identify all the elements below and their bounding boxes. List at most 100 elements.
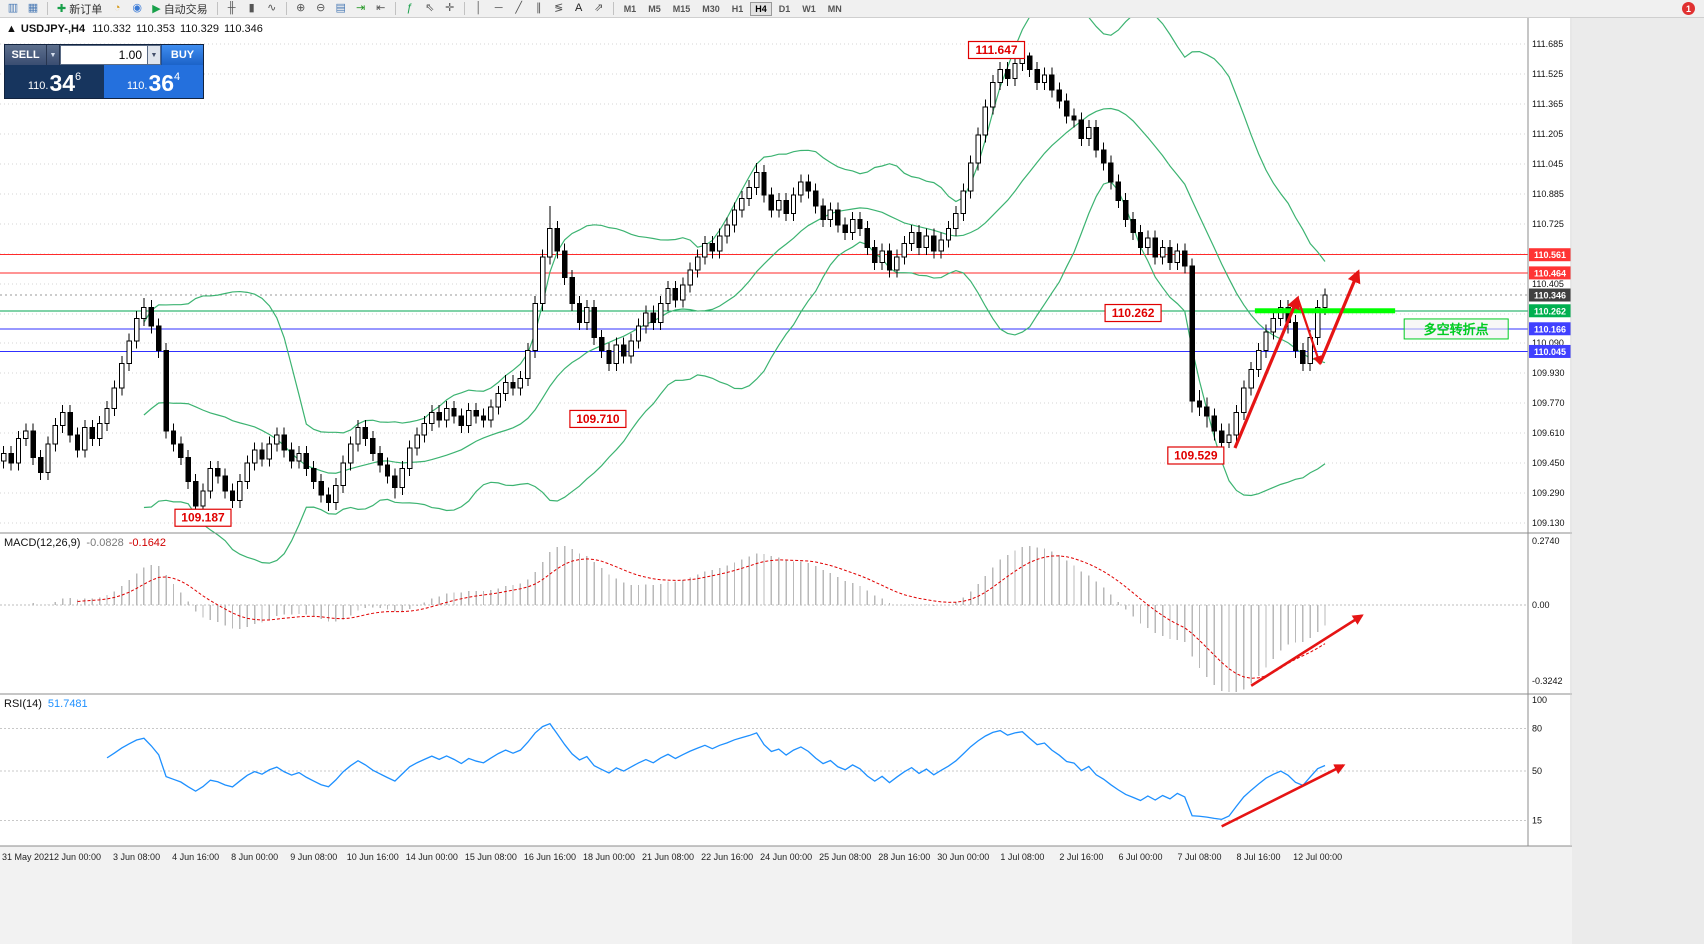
toolbar-separator	[394, 2, 396, 15]
fibonacci-icon[interactable]: ≶	[550, 1, 568, 16]
text-tool-icon-glyph: A	[575, 2, 583, 14]
svg-text:110.262: 110.262	[1112, 306, 1155, 320]
toolbar-separator	[285, 2, 287, 15]
window-layout-icon-glyph: ▦	[27, 2, 39, 14]
svg-text:111.045: 111.045	[1532, 159, 1563, 169]
sell-price-point: 6	[75, 71, 82, 83]
svg-text:4 Jun 16:00: 4 Jun 16:00	[172, 852, 219, 862]
sell-price-base: 110.	[27, 80, 49, 92]
svg-text:3 Jun 08:00: 3 Jun 08:00	[113, 852, 160, 862]
crosshair-icon[interactable]: ✛	[441, 1, 459, 16]
volume-input[interactable]: 1.00	[60, 45, 148, 65]
window-layout-icon[interactable]: ▦	[24, 1, 42, 16]
line-chart-icon[interactable]: ∿	[263, 1, 281, 16]
svg-text:111.205: 111.205	[1532, 129, 1563, 139]
timeframe-m30-button[interactable]: M30	[702, 3, 720, 14]
svg-text:多空转折点: 多空转折点	[1424, 322, 1489, 337]
svg-text:109.710: 109.710	[576, 412, 620, 426]
svg-text:110.885: 110.885	[1532, 189, 1564, 199]
timeframe-m1-button[interactable]: M1	[623, 3, 637, 14]
arrow-tool-icon[interactable]: ⇗	[590, 1, 608, 16]
bar-close-value: 110.346	[224, 23, 263, 35]
channel-icon[interactable]: ∥	[530, 1, 548, 16]
alerts-icon[interactable]: ◔	[108, 1, 126, 16]
timeframe-m5-button[interactable]: M5	[648, 3, 661, 14]
svg-text:2 Jul 16:00: 2 Jul 16:00	[1059, 852, 1103, 862]
bar-open-value: 110.332	[92, 23, 131, 35]
chart-shift-icon[interactable]: ⇤	[372, 1, 390, 16]
chart-shift-icon-glyph: ⇤	[376, 2, 386, 14]
rsi-label: RSI(14)	[4, 698, 42, 710]
svg-text:0.00: 0.00	[1532, 600, 1550, 610]
indicators-icon[interactable]: ƒ	[401, 1, 419, 16]
vertical-line-icon[interactable]: │	[470, 1, 488, 16]
svg-text:31 May 2021: 31 May 2021	[2, 852, 54, 862]
svg-text:109.450: 109.450	[1532, 458, 1565, 468]
svg-text:100: 100	[1532, 695, 1547, 705]
alerts-icon-glyph: ◔	[113, 2, 121, 14]
timeframe-m15-button[interactable]: M15	[672, 3, 691, 14]
notification-badge[interactable]: 1	[1682, 2, 1695, 15]
sell-dropdown-icon[interactable]: ▼	[47, 45, 60, 65]
buy-button[interactable]: BUY	[161, 45, 203, 65]
macd-header: MACD(12,26,9) -0.0828 -0.1642	[4, 537, 166, 549]
timeframe-mn-button[interactable]: MN	[827, 3, 842, 14]
svg-text:30 Jun 00:00: 30 Jun 00:00	[937, 852, 989, 862]
bar-high-value: 110.353	[136, 23, 175, 35]
svg-text:6 Jul 00:00: 6 Jul 00:00	[1118, 852, 1162, 862]
symbol-info: ▲ USDJPY-,H4 110.332 110.353 110.329 110.346	[6, 23, 263, 35]
new-order-button[interactable]: ✚ 新订单	[53, 1, 106, 16]
sell-button[interactable]: SELL	[5, 45, 47, 65]
svg-text:1 Jul 08:00: 1 Jul 08:00	[1000, 852, 1044, 862]
trade-prices-row: 110. 34 6 110. 36 4	[5, 65, 203, 98]
line-chart-icon-glyph: ∿	[267, 2, 277, 14]
svg-text:0.2740: 0.2740	[1532, 536, 1560, 546]
sell-price-button[interactable]: 110. 34 6	[5, 65, 104, 98]
zoom-out-icon[interactable]: ⊖	[312, 1, 330, 16]
horizontal-line-icon[interactable]: ─	[490, 1, 508, 16]
zoom-in-icon[interactable]: ⊕	[292, 1, 310, 16]
trendline-icon[interactable]: ╱	[510, 1, 528, 16]
timeframe-h1-button[interactable]: H1	[731, 3, 744, 14]
svg-text:25 Jun 08:00: 25 Jun 08:00	[819, 852, 871, 862]
bar-chart-icon[interactable]: ╫	[223, 1, 241, 16]
svg-text:109.187: 109.187	[181, 511, 225, 525]
svg-text:110.725: 110.725	[1532, 219, 1564, 229]
text-tool-icon[interactable]: A	[570, 1, 588, 16]
chart-marker-icon: ▲	[6, 23, 17, 35]
svg-text:28 Jun 16:00: 28 Jun 16:00	[878, 852, 930, 862]
timeframe-w1-button[interactable]: W1	[802, 3, 816, 14]
svg-text:-0.3242: -0.3242	[1532, 676, 1563, 686]
candlestick-chart-icon[interactable]: ▮	[243, 1, 261, 16]
auto-trading-button-label: 自动交易	[163, 3, 208, 16]
svg-text:21 Jun 08:00: 21 Jun 08:00	[642, 852, 694, 862]
svg-text:109.130: 109.130	[1532, 518, 1565, 528]
svg-text:24 Jun 00:00: 24 Jun 00:00	[760, 852, 812, 862]
auto-trading-button[interactable]: ▶ 自动交易	[148, 1, 211, 16]
candlestick-chart-icon-glyph: ▮	[248, 2, 255, 14]
auto-scroll-icon[interactable]: ⇥	[352, 1, 370, 16]
timeframe-d1-button[interactable]: D1	[778, 3, 791, 14]
auto-scroll-icon-glyph: ⇥	[356, 2, 366, 14]
toolbar: ▥ ▦ ✚ 新订单 ◔ ◉ ▶ 自动交易 ╫ ▮ ∿ ⊕ ⊖ ▤ ⇥ ⇤ ƒ ⇖ ✛ │ ─ ╱ ∥ ≶ A ⇗ M1 M5 M15 M3…	[0, 0, 1704, 18]
svg-text:9 Jun 08:00: 9 Jun 08:00	[290, 852, 337, 862]
new-chart-icon[interactable]: ▥	[4, 1, 22, 16]
vertical-line-icon-glyph: │	[475, 2, 483, 14]
cursor-icon[interactable]: ⇖	[421, 1, 439, 16]
tile-windows-icon[interactable]: ▤	[332, 1, 350, 16]
volume-dropdown-icon[interactable]: ▼	[148, 45, 161, 65]
svg-text:110.464: 110.464	[1534, 268, 1566, 278]
svg-text:110.405: 110.405	[1532, 279, 1564, 289]
svg-text:110.090: 110.090	[1532, 338, 1564, 348]
svg-text:15 Jun 08:00: 15 Jun 08:00	[465, 852, 517, 862]
buy-price-button[interactable]: 110. 36 4	[104, 65, 203, 98]
svg-text:12 Jul 00:00: 12 Jul 00:00	[1293, 852, 1342, 862]
svg-text:22 Jun 16:00: 22 Jun 16:00	[701, 852, 753, 862]
timeframe-h4-button[interactable]: H4	[750, 1, 772, 16]
market-watch-icon[interactable]: ◉	[128, 1, 146, 16]
buy-price-pips: 36	[148, 70, 175, 96]
svg-text:111.365: 111.365	[1532, 99, 1563, 109]
svg-text:110.262: 110.262	[1534, 306, 1566, 316]
svg-text:111.525: 111.525	[1532, 69, 1563, 79]
